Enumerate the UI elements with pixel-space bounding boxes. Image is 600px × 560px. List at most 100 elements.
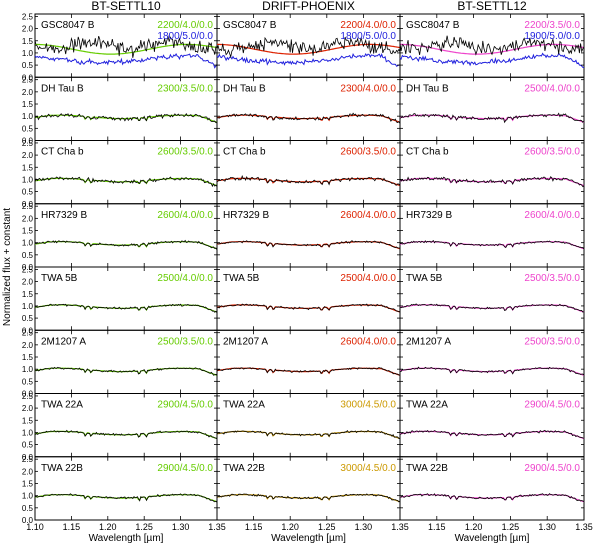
y-tick-label: 2.0	[22, 467, 34, 476]
observed-spectrum-line	[399, 366, 585, 376]
object-label: TWA 22B	[41, 463, 83, 474]
model-param-label: 2600/4.0/0.0	[340, 336, 396, 347]
spectrum-panel: CT Cha b 2600/3.5/0.0	[399, 140, 585, 205]
observed-spectrum-line	[216, 36, 401, 59]
y-tick-label: 2.0	[22, 278, 34, 287]
model-param-label: 2200/4.0/0.0	[157, 20, 213, 31]
x-tick-label: 1.10	[26, 522, 44, 532]
y-tick-label: 1.5	[22, 37, 34, 46]
y-tick-label: 2.0	[22, 214, 34, 223]
spectrum-panel: TWA 5B 2500/4.0/0.0 0.0 0.5 1.0 1.5 2.0 2.5	[22, 265, 218, 335]
observed-spectrum-line	[216, 367, 401, 376]
spectrum-panel: 2M1207 A 2500/3.5/0.0 0.0 0.5 1.0 1.5 2.0 2.5	[22, 329, 218, 399]
observed-spectrum-line	[34, 35, 218, 58]
object-label: GSC8047 B	[41, 20, 95, 31]
observed-spectrum-line	[217, 303, 401, 313]
x-tick-label: 1.25	[502, 522, 520, 532]
object-label: TWA 22A	[41, 400, 83, 411]
model-param-label: 2600/3.5/0.0	[524, 147, 580, 158]
y-tick-label: 0.5	[22, 377, 34, 386]
x-tick-label: 1.20	[99, 522, 117, 532]
object-label: DH Tau B	[223, 83, 266, 94]
spectrum-panel: TWA 22A 3000/4.5/0.0	[216, 393, 401, 458]
x-tick-label: 1.15	[428, 522, 446, 532]
y-tick-label: 0.0	[22, 200, 34, 209]
model-param-label: 2500/3.5/0.0	[524, 336, 580, 347]
observed-spectrum-line	[399, 303, 585, 313]
y-tick-label: 2.0	[22, 341, 34, 350]
y-tick-label: 0.0	[22, 73, 34, 82]
y-tick-label: 0.0	[22, 453, 34, 462]
model-param-label: 2500/3.5/0.0	[157, 336, 213, 347]
y-tick-label: 1.0	[22, 175, 34, 184]
observed-spectrum-line	[399, 493, 585, 503]
y-tick-label: 0.0	[22, 390, 34, 399]
model-param-label: 2900/4.5/0.0	[524, 400, 580, 411]
observed-spectrum-line	[399, 239, 585, 250]
y-tick-label: 0.0	[22, 326, 34, 335]
observed-spectrum-line	[399, 112, 585, 124]
x-tick-label: 1.35	[575, 522, 593, 532]
y-tick-label: 1.5	[22, 480, 34, 489]
y-tick-label: 2.5	[22, 329, 34, 338]
object-label: 2M1207 A	[406, 336, 451, 347]
y-tick-label: 1.5	[22, 227, 34, 236]
y-tick-label: 0.5	[22, 441, 34, 450]
x-axis-label: Wavelength [µm]	[455, 533, 530, 544]
model-spectrum-line	[34, 367, 218, 376]
column-title: BT-SETTL12	[457, 0, 527, 13]
x-tick-label: 1.15	[63, 522, 81, 532]
y-tick-label: 2.0	[22, 404, 34, 413]
observed-spectrum-line	[216, 493, 401, 503]
y-tick-label: 0.0	[22, 516, 34, 525]
model-param-label: 2600/4.0/0.0	[157, 210, 213, 221]
y-tick-label: 1.5	[22, 416, 34, 425]
y-tick-label: 1.0	[22, 428, 34, 437]
spectrum-panel: TWA 22B 2900/4.5/0.0	[399, 456, 585, 521]
model-spectrum-line-alt	[34, 52, 218, 69]
y-tick-label: 2.0	[22, 151, 34, 160]
model-param-label: 2900/4.5/0.0	[157, 400, 213, 411]
panel-frame	[399, 456, 585, 521]
model-param-label: 2500/3.5/0.0	[524, 273, 580, 284]
observed-spectrum-line	[399, 176, 585, 188]
y-tick-label: 2.5	[22, 265, 34, 274]
object-label: TWA 22A	[223, 400, 265, 411]
model-spectrum-line	[399, 430, 585, 440]
model-spectrum-line	[216, 494, 401, 503]
y-tick-label: 1.0	[22, 239, 34, 248]
spectrum-panel: HR7329 B 2600/4.0/0.0	[216, 203, 401, 268]
model-spectrum-line	[399, 367, 585, 376]
x-tick-label: 1.35	[208, 522, 226, 532]
y-tick-label: 0.5	[22, 251, 34, 260]
y-tick-label: 1.5	[22, 100, 34, 109]
object-label: TWA 5B	[223, 273, 260, 284]
object-label: TWA 22B	[223, 463, 265, 474]
model-spectrum-line	[34, 177, 218, 187]
spectrum-panel: TWA 22A 2900/4.5/0.0	[399, 393, 585, 458]
y-tick-label: 1.0	[22, 49, 34, 58]
object-label: HR7329 B	[41, 210, 87, 221]
object-label: GSC8047 B	[406, 20, 460, 31]
x-tick-label: 1.20	[281, 522, 299, 532]
model-spectrum-line-alt	[216, 52, 400, 67]
x-tick-label: 1.20	[465, 522, 483, 532]
spectrum-panel: CT Cha b 2600/3.5/0.0 0.0 0.5 1.0 1.5 2.0 2.5	[22, 139, 218, 209]
y-tick-label: 0.5	[22, 504, 34, 513]
x-tick-label: 1.15	[245, 522, 263, 532]
object-label: CT Cha b	[41, 147, 84, 158]
y-tick-label: 1.5	[22, 353, 34, 362]
object-label: HR7329 B	[406, 210, 452, 221]
spectrum-panel: HR7329 B 2600/4.0/0.0	[399, 203, 585, 268]
y-tick-label: 2.5	[22, 455, 34, 464]
y-tick-label: 0.5	[22, 188, 34, 197]
spectrum-panel: 2M1207 A 2600/4.0/0.0	[216, 329, 401, 394]
object-label: CT Cha b	[223, 147, 266, 158]
observed-spectrum-line	[216, 429, 401, 439]
y-tick-label: 2.0	[22, 25, 34, 34]
object-label: TWA 5B	[406, 273, 443, 284]
object-label: DH Tau B	[406, 83, 449, 94]
observed-spectrum-line	[34, 176, 218, 188]
observed-spectrum-line	[34, 429, 218, 440]
